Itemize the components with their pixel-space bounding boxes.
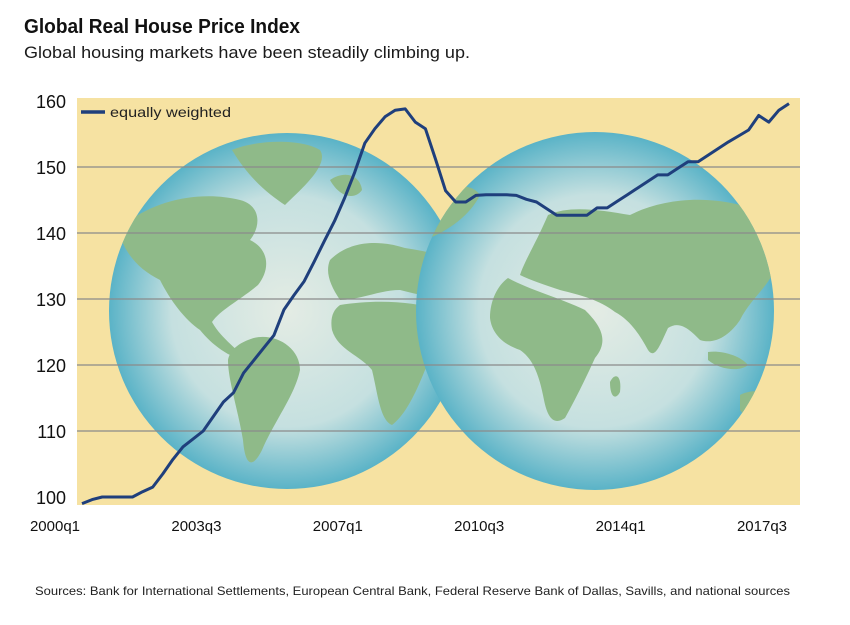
y-tick-label: 100 <box>36 488 66 508</box>
globe-illustrations <box>109 132 774 490</box>
chart-title: Global Real House Price Index <box>24 16 300 38</box>
source-note: Sources: Bank for International Settleme… <box>35 584 790 598</box>
x-tick-label: 2003q3 <box>171 518 221 535</box>
y-tick-label: 150 <box>36 158 66 178</box>
y-axis-ticks: 100 110 120 130 140 150 160 <box>36 92 66 508</box>
y-tick-label: 130 <box>36 290 66 310</box>
y-tick-label: 120 <box>36 356 66 376</box>
chart-subtitle: Global housing markets have been steadil… <box>24 43 470 62</box>
legend-label: equally weighted <box>110 104 231 120</box>
series-line-equally-weighted <box>81 102 790 505</box>
y-tick-label: 140 <box>36 224 66 244</box>
x-tick-label: 2014q1 <box>596 518 646 535</box>
x-axis-ticks: 2000q1 2003q3 2007q1 2010q3 2014q1 2017q3 <box>30 518 787 535</box>
x-tick-label: 2000q1 <box>30 518 80 535</box>
x-tick-label: 2010q3 <box>454 518 504 535</box>
y-tick-label: 160 <box>36 92 66 112</box>
y-tick-label: 110 <box>37 422 66 442</box>
x-tick-label: 2017q3 <box>737 518 787 535</box>
x-tick-label: 2007q1 <box>313 518 363 535</box>
legend: equally weighted <box>81 104 231 120</box>
